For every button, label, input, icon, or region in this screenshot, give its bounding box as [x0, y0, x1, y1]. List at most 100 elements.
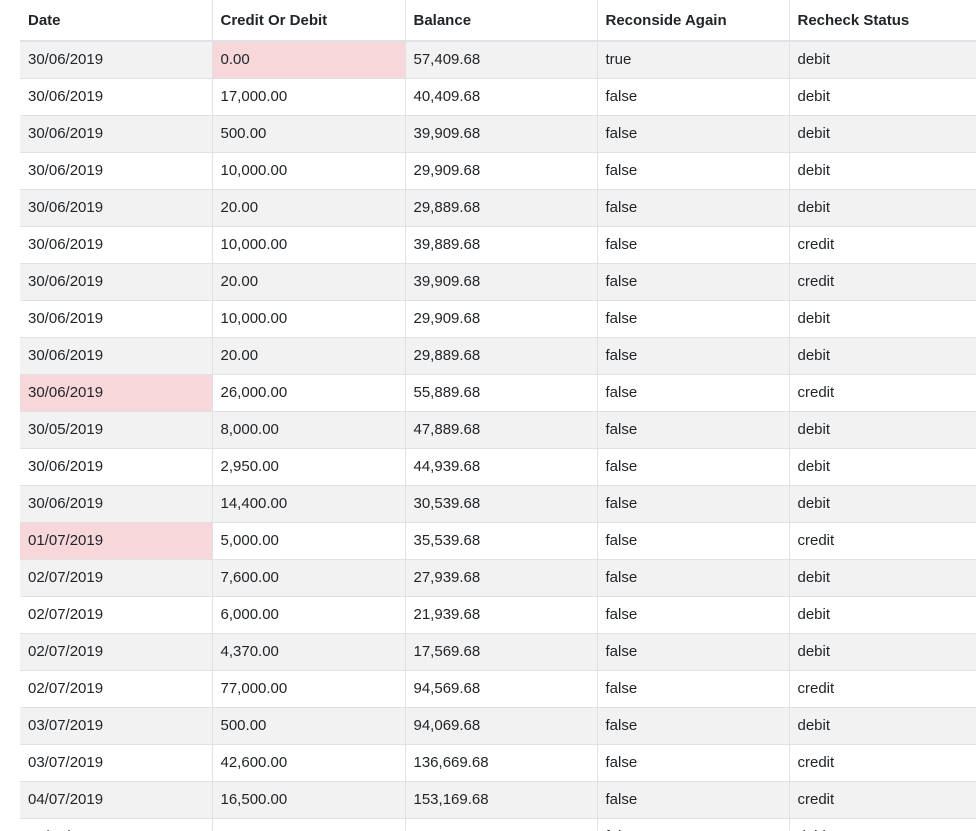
column-header-date[interactable]: Date [20, 0, 213, 42]
cell-reconsider-again: false [597, 374, 790, 412]
cell-date: 30/06/2019 [20, 152, 213, 190]
cell-credit-or-debit: 10,000.00 [212, 300, 406, 338]
cell-reconsider-again: true [597, 41, 790, 79]
cell-date: 30/06/2019 [20, 374, 213, 412]
cell-credit-or-debit: 500.00 [212, 707, 406, 745]
cell-reconsider-again: false [597, 189, 790, 227]
cell-balance: 136,669.68 [405, 744, 598, 782]
cell-balance: 39,909.68 [405, 115, 598, 153]
cell-credit-or-debit: 2,950.00 [212, 448, 406, 486]
table-row[interactable]: 30/06/2019 10,000.00 29,909.68 false debit [20, 300, 976, 338]
cell-date: 02/07/2019 [20, 633, 213, 671]
table-row[interactable]: 30/06/2019 20.00 29,889.68 false debit [20, 337, 976, 375]
table-row[interactable]: 02/07/2019 77,000.00 94,569.68 false credit [20, 670, 976, 708]
table-row[interactable]: 03/07/2019 42,600.00 136,669.68 false credit [20, 744, 976, 782]
cell-credit-or-debit: 16,500.00 [212, 781, 406, 819]
column-header-credit-or-debit[interactable]: Credit Or Debit [212, 0, 406, 42]
cell-credit-or-debit: 20.00 [212, 337, 406, 375]
cell-recheck-status: debit [789, 41, 976, 79]
table-row[interactable]: 30/06/2019 20.00 39,909.68 false credit [20, 263, 976, 301]
table-row[interactable]: 02/07/2019 6,000.00 21,939.68 false debit [20, 596, 976, 634]
table-row[interactable]: 30/06/2019 10,000.00 39,889.68 false credit [20, 226, 976, 264]
table-row[interactable]: 30/05/2019 8,000.00 47,889.68 false debit [20, 411, 976, 449]
cell-reconsider-again: false [597, 596, 790, 634]
cell-credit-or-debit: 17,000.00 [212, 78, 406, 116]
cell-credit-or-debit: 6,000.00 [212, 596, 406, 634]
cell-recheck-status: debit [789, 559, 976, 597]
cell-credit-or-debit: 8,000.00 [212, 411, 406, 449]
cell-balance: 30,539.68 [405, 485, 598, 523]
cell-balance: 39,889.68 [405, 226, 598, 264]
cell-recheck-status: debit [789, 485, 976, 523]
cell-balance: 21,939.68 [405, 596, 598, 634]
cell-reconsider-again: false [597, 78, 790, 116]
cell-balance: 17,569.68 [405, 633, 598, 671]
cell-date: 02/07/2019 [20, 596, 213, 634]
table-header: Date Credit Or Debit Balance Reconside A… [20, 0, 976, 42]
cell-balance: 44,939.68 [405, 448, 598, 486]
cell-date: 30/06/2019 [20, 263, 213, 301]
cell-date: 30/06/2019 [20, 300, 213, 338]
column-header-reconsider-again[interactable]: Reconside Again [597, 0, 790, 42]
cell-recheck-status: debit [789, 411, 976, 449]
cell-balance: 94,069.68 [405, 707, 598, 745]
cell-date: 04/07/2019 [20, 818, 213, 831]
cell-credit-or-debit: 0.00 [212, 41, 406, 79]
cell-balance: 39,909.68 [405, 263, 598, 301]
cell-date: 01/07/2019 [20, 522, 213, 560]
cell-date: 03/07/2019 [20, 744, 213, 782]
cell-balance: 47,889.68 [405, 411, 598, 449]
cell-credit-or-debit: 26,000.00 [212, 374, 406, 412]
table-row[interactable]: 03/07/2019 500.00 94,069.68 false debit [20, 707, 976, 745]
table-row[interactable]: 30/06/2019 17,000.00 40,409.68 false debit [20, 78, 976, 116]
cell-recheck-status: debit [789, 596, 976, 634]
cell-balance: 57,409.68 [405, 41, 598, 79]
table-body: 30/06/2019 0.00 57,409.68 true debit 30/06/20… [20, 41, 976, 831]
table-row[interactable]: 30/06/2019 500.00 39,909.68 false debit [20, 115, 976, 153]
cell-credit-or-debit: 5,000.00 [212, 522, 406, 560]
column-header-balance[interactable]: Balance [405, 0, 598, 42]
cell-balance: 29,889.68 [405, 337, 598, 375]
cell-recheck-status: debit [789, 78, 976, 116]
cell-credit-or-debit: 10,000.00 [212, 152, 406, 190]
cell-date: 30/06/2019 [20, 115, 213, 153]
table-row[interactable]: 02/07/2019 7,600.00 27,939.68 false debit [20, 559, 976, 597]
cell-date: 03/07/2019 [20, 707, 213, 745]
transactions-table-container: Date Credit Or Debit Balance Reconside A… [20, 0, 976, 831]
table-row[interactable]: 30/06/2019 26,000.00 55,889.68 false credit [20, 374, 976, 412]
table-row[interactable]: 30/06/2019 0.00 57,409.68 true debit [20, 41, 976, 79]
cell-credit-or-debit: 42,600.00 [212, 744, 406, 782]
cell-recheck-status: debit [789, 115, 976, 153]
cell-credit-or-debit: 7,600.00 [212, 559, 406, 597]
cell-date: 30/06/2019 [20, 448, 213, 486]
cell-date: 30/06/2019 [20, 226, 213, 264]
cell-reconsider-again: false [597, 559, 790, 597]
cell-recheck-status: debit [789, 633, 976, 671]
cell-reconsider-again: false [597, 818, 790, 831]
cell-credit-or-debit: 20.00 [212, 263, 406, 301]
table-row[interactable]: 04/07/2019 16,500.00 153,169.68 false credit [20, 781, 976, 819]
cell-reconsider-again: false [597, 707, 790, 745]
table-row[interactable]: 30/06/2019 2,950.00 44,939.68 false debit [20, 448, 976, 486]
cell-reconsider-again: false [597, 115, 790, 153]
table-row[interactable]: 30/06/2019 10,000.00 29,909.68 false debit [20, 152, 976, 190]
cell-date: 30/06/2019 [20, 189, 213, 227]
cell-date: 30/06/2019 [20, 485, 213, 523]
table-row[interactable]: 01/07/2019 5,000.00 35,539.68 false credit [20, 522, 976, 560]
transactions-table: Date Credit Or Debit Balance Reconside A… [20, 0, 976, 831]
cell-date: 30/06/2019 [20, 41, 213, 79]
cell-reconsider-again: false [597, 448, 790, 486]
cell-date: 02/07/2019 [20, 559, 213, 597]
table-row[interactable]: 30/06/2019 20.00 29,889.68 false debit [20, 189, 976, 227]
table-row[interactable]: 02/07/2019 4,370.00 17,569.68 false debit [20, 633, 976, 671]
cell-reconsider-again: false [597, 485, 790, 523]
table-row[interactable]: 30/06/2019 14,400.00 30,539.68 false debit [20, 485, 976, 523]
cell-credit-or-debit: 77,000.00 [212, 670, 406, 708]
cell-recheck-status: debit [789, 337, 976, 375]
cell-reconsider-again: false [597, 337, 790, 375]
cell-balance: 29,909.68 [405, 152, 598, 190]
cell-recheck-status: debit [789, 300, 976, 338]
column-header-recheck-status[interactable]: Recheck Status [789, 0, 976, 42]
cell-credit-or-debit: 14,400.00 [212, 485, 406, 523]
